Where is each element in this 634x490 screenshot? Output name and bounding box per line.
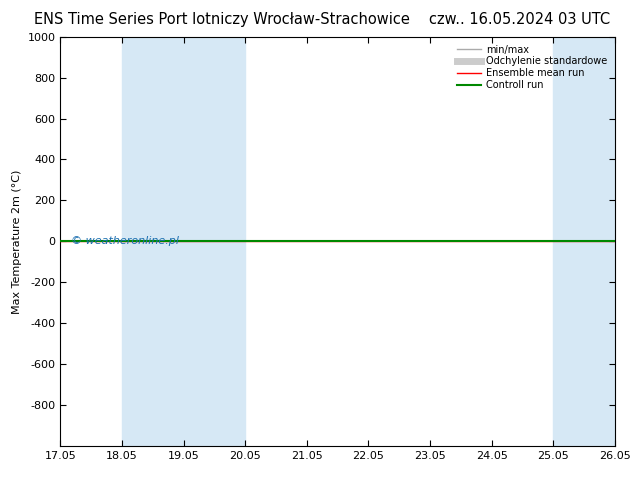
Bar [122, 37, 245, 446]
Y-axis label: Max Temperature 2m (°C): Max Temperature 2m (°C) [12, 169, 22, 314]
Text: czw.. 16.05.2024 03 UTC: czw.. 16.05.2024 03 UTC [429, 12, 611, 27]
Bar [553, 37, 615, 446]
Text: ENS Time Series Port lotniczy Wrocław-Strachowice: ENS Time Series Port lotniczy Wrocław-St… [34, 12, 410, 27]
Text: © weatheronline.pl: © weatheronline.pl [71, 236, 179, 246]
Legend: min/max, Odchylenie standardowe, Ensemble mean run, Controll run: min/max, Odchylenie standardowe, Ensembl… [454, 42, 610, 93]
